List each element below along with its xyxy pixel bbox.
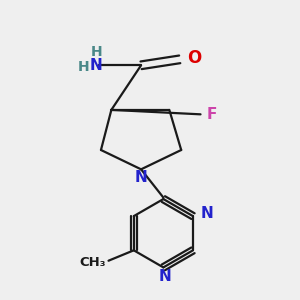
- Text: F: F: [207, 107, 217, 122]
- Text: N: N: [201, 206, 214, 221]
- Text: N: N: [158, 269, 171, 284]
- Text: N: N: [135, 170, 148, 185]
- Text: O: O: [187, 49, 201, 67]
- Text: H: H: [91, 45, 102, 59]
- Text: N: N: [90, 58, 103, 73]
- Text: CH₃: CH₃: [79, 256, 106, 269]
- Text: H: H: [77, 60, 89, 74]
